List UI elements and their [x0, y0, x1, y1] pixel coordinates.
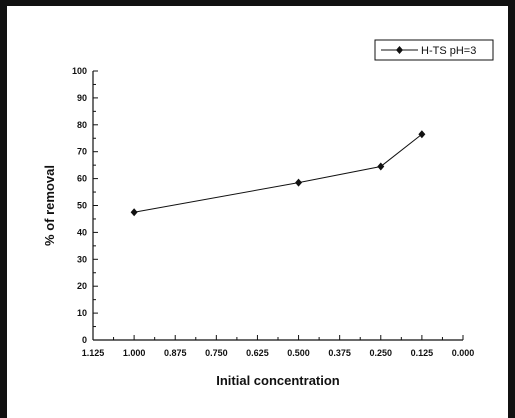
- x-tick-label: 0.125: [411, 348, 434, 358]
- data-point-marker: [130, 208, 138, 217]
- x-tick-label: 1.000: [123, 348, 146, 358]
- x-tick-label: 0.625: [246, 348, 269, 358]
- y-tick-label: 50: [77, 201, 87, 211]
- legend-label: H-TS pH=3: [421, 45, 476, 57]
- y-tick-label: 90: [77, 93, 87, 103]
- data-point-marker: [295, 178, 303, 187]
- y-tick-label: 40: [77, 227, 87, 237]
- y-axis-title: % of removal: [42, 165, 57, 246]
- x-tick-label: 0.750: [205, 348, 228, 358]
- x-axis-title: Initial concentration: [216, 373, 340, 388]
- chart-axes: [92, 71, 463, 341]
- y-tick-label: 30: [77, 254, 87, 264]
- y-tick-label: 80: [77, 120, 87, 130]
- legend-box: [374, 39, 494, 61]
- y-tick-label: 0: [82, 335, 87, 345]
- y-axis-ticks: 0 10 20 30 40 50 60 70 80 90 100: [72, 66, 98, 345]
- y-tick-label: 70: [77, 147, 87, 157]
- x-tick-label: 1.125: [82, 348, 105, 358]
- y-tick-label: 100: [72, 66, 87, 76]
- x-tick-label: 0.875: [164, 348, 187, 358]
- series-line: [134, 133, 423, 213]
- x-tick-label: 0.000: [452, 348, 475, 358]
- data-point-marker: [418, 130, 426, 139]
- legend-diamond-marker: [396, 46, 403, 54]
- x-axis-ticks: 1.125 1.000 0.875 0.750 0.625 0.500 0.375 0.250…: [82, 335, 475, 358]
- x-tick-label: 0.500: [287, 348, 310, 358]
- y-tick-label: 60: [77, 174, 87, 184]
- data-point-marker: [377, 162, 385, 171]
- y-tick-label: 20: [77, 281, 87, 291]
- series-group: [130, 130, 426, 217]
- legend: H-TS pH=3: [374, 39, 494, 61]
- x-tick-label: 0.250: [370, 348, 393, 358]
- y-tick-label: 10: [77, 308, 87, 318]
- x-tick-label: 0.375: [328, 348, 351, 358]
- chart-panel: [7, 6, 508, 418]
